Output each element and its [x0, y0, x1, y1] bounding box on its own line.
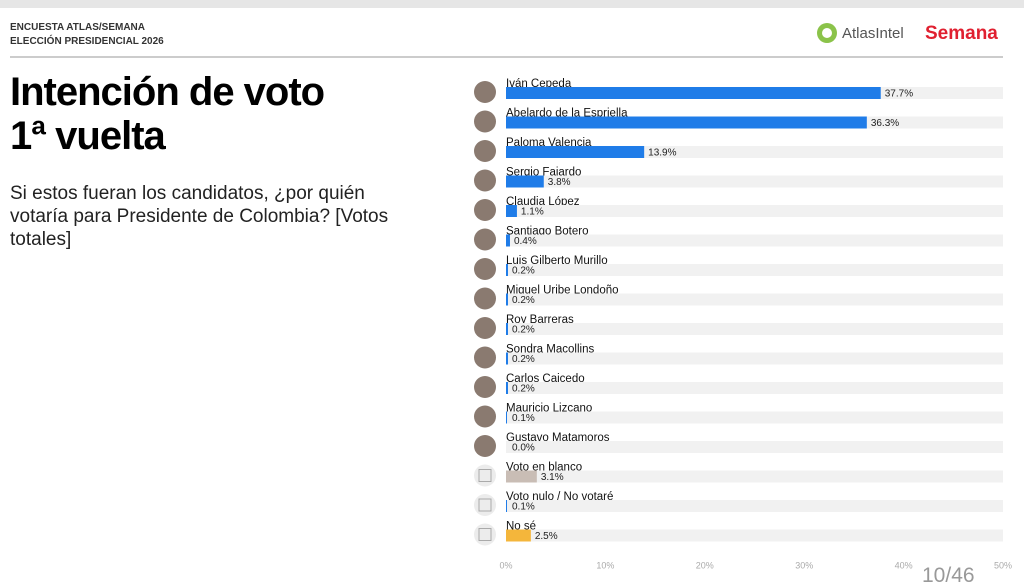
x-tick-label: 30% [795, 560, 813, 570]
value-label: 0.4% [514, 236, 537, 247]
value-label: 0.2% [512, 325, 535, 336]
avatar [474, 228, 496, 251]
bar-track [506, 264, 1003, 276]
avatar [474, 140, 496, 162]
logo-atlasintel: AtlasIntel [842, 25, 904, 42]
value-label: 0.2% [512, 354, 535, 365]
avatar [474, 464, 496, 487]
bar [506, 382, 508, 394]
chart-title: Intención de voto 1ª vuelta [10, 70, 325, 158]
bar [506, 500, 507, 512]
value-label: 3.8% [548, 177, 571, 188]
survey-name: ENCUESTA ATLAS/SEMANA [10, 22, 145, 33]
value-label: 0.2% [512, 384, 535, 395]
logo-semana: Semana [925, 23, 998, 44]
x-tick-label: 40% [895, 560, 913, 570]
avatar [474, 169, 496, 192]
avatar [474, 376, 496, 398]
x-tick-label: 50% [994, 560, 1012, 570]
value-label: 0.1% [512, 502, 535, 513]
bar [506, 116, 867, 129]
avatar [474, 346, 496, 369]
bar [506, 529, 531, 542]
avatar [474, 258, 496, 280]
avatar [474, 317, 496, 339]
bar-track [506, 323, 1003, 335]
top-strip [0, 0, 1024, 8]
election-name: ELECCIÓN PRESIDENCIAL 2026 [10, 36, 164, 47]
bar [506, 352, 508, 365]
value-label: 0.1% [512, 413, 535, 424]
avatar-icon [478, 469, 492, 482]
bar [506, 411, 507, 424]
bar-track [506, 529, 1003, 542]
x-tick-label: 10% [596, 560, 614, 570]
value-label: 2.5% [535, 531, 558, 542]
value-label: 0.2% [512, 266, 535, 277]
title-line: Intención de voto [10, 70, 325, 114]
title-line: 1ª vuelta [10, 114, 166, 158]
bar-track [506, 500, 1003, 512]
bar [506, 323, 508, 335]
bar-track [506, 205, 1003, 217]
avatar [474, 494, 496, 516]
x-tick-label: 20% [696, 560, 714, 570]
bar [506, 146, 645, 158]
value-label: 0.2% [512, 295, 535, 306]
value-label: 3.1% [541, 472, 564, 483]
bar-track [506, 234, 1003, 247]
avatar-icon [478, 528, 492, 541]
bar [506, 264, 508, 276]
x-tick-label: 0% [499, 560, 512, 570]
bar-track [506, 441, 1003, 453]
header: ENCUESTA ATLAS/SEMANA ELECCIÓN PRESIDENC… [10, 21, 164, 49]
bar [506, 293, 508, 306]
bar-track [506, 382, 1003, 394]
bar [506, 234, 510, 247]
avatar [474, 110, 496, 133]
value-label: 13.9% [648, 148, 676, 159]
bar [506, 175, 544, 188]
bar-track [506, 470, 1003, 483]
page-number: 10/46 [922, 564, 975, 587]
value-label: 0.0% [512, 443, 535, 454]
value-label: 37.7% [885, 89, 913, 100]
chart-subtitle: Si estos fueran los candidatos, ¿por qui… [10, 183, 389, 250]
avatar [474, 81, 496, 103]
bar-track [506, 352, 1003, 365]
value-label: 1.1% [521, 207, 544, 218]
avatar [474, 199, 496, 221]
bar [506, 205, 517, 217]
avatar [474, 435, 496, 457]
bar-track [506, 293, 1003, 306]
avatar-icon [478, 498, 492, 512]
bar-track [506, 411, 1003, 424]
avatar [474, 287, 496, 310]
bar [506, 87, 881, 99]
atlas-logo-icon-inner [822, 28, 832, 38]
bar [506, 470, 537, 483]
avatar [474, 405, 496, 428]
value-label: 36.3% [871, 118, 899, 129]
bar-track [506, 175, 1003, 188]
avatar [474, 523, 496, 546]
